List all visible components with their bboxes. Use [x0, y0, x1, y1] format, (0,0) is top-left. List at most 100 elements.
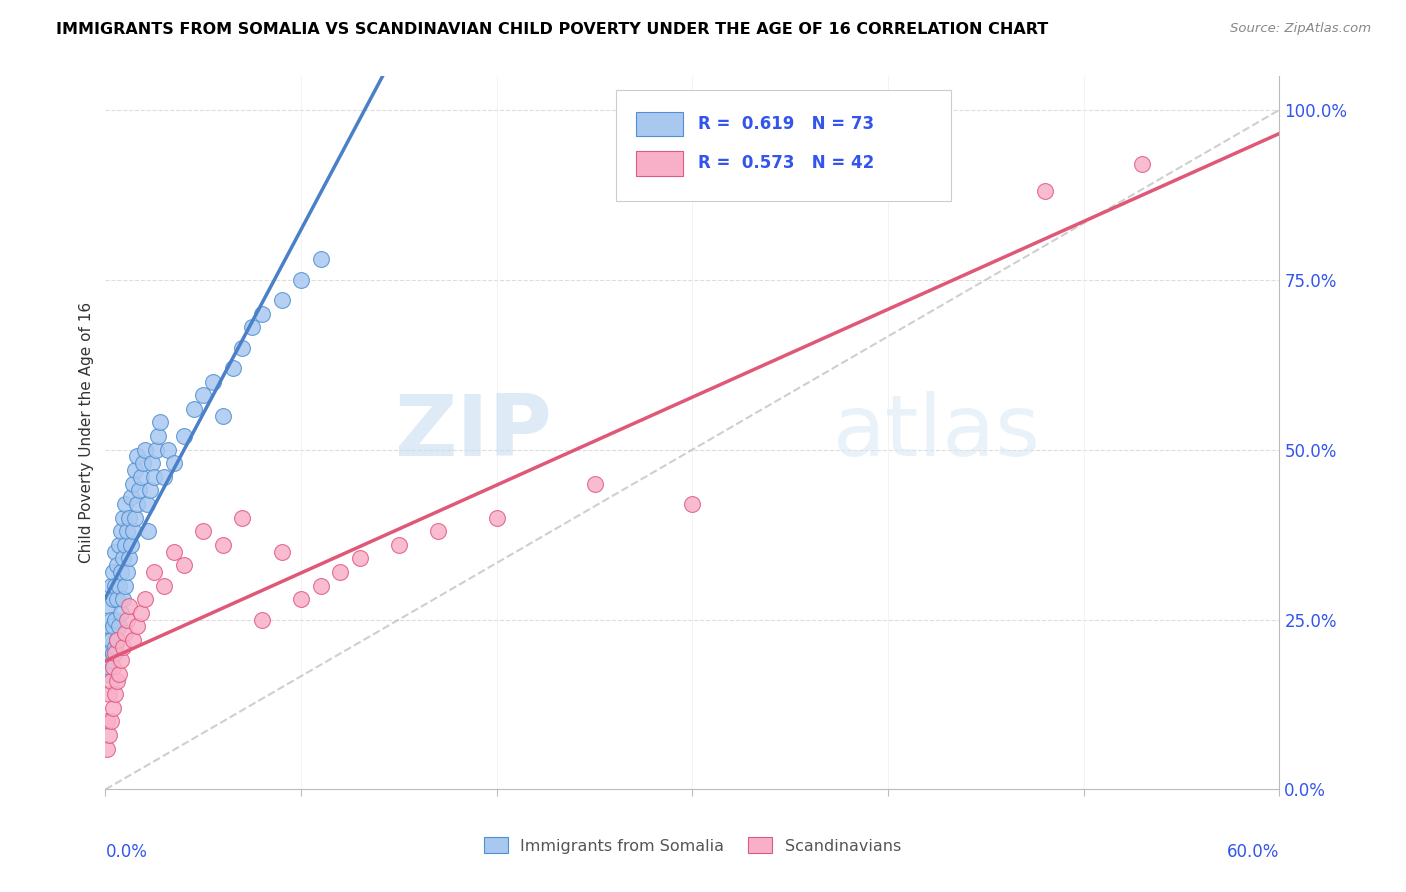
Point — [105, 632, 128, 647]
Point — [98, 619, 121, 633]
Point — [128, 483, 150, 498]
Point — [240, 320, 263, 334]
Point — [231, 341, 253, 355]
Point — [104, 640, 127, 654]
Point — [98, 728, 121, 742]
Point — [105, 673, 128, 688]
Point — [388, 538, 411, 552]
Point — [108, 666, 131, 681]
Point — [118, 551, 141, 566]
Point — [211, 538, 233, 552]
Point — [135, 497, 157, 511]
Point — [100, 653, 122, 667]
Point — [143, 470, 166, 484]
Point — [120, 538, 142, 552]
Point — [112, 640, 135, 654]
Point — [112, 510, 135, 524]
Point — [98, 599, 121, 613]
Point — [149, 416, 172, 430]
Point — [96, 632, 118, 647]
Point — [105, 558, 128, 573]
Point — [270, 293, 292, 307]
Point — [485, 510, 508, 524]
Point — [105, 632, 128, 647]
Point — [104, 687, 127, 701]
Point — [110, 565, 132, 579]
Point — [250, 613, 273, 627]
Point — [173, 558, 195, 573]
Point — [100, 632, 122, 647]
Bar — [636, 112, 683, 136]
Point — [110, 606, 132, 620]
Point — [193, 388, 215, 402]
Point — [125, 450, 148, 464]
Point — [103, 565, 125, 579]
Point — [153, 578, 176, 592]
Point — [104, 544, 127, 558]
Point — [108, 538, 131, 552]
Point — [114, 626, 136, 640]
Point — [115, 613, 138, 627]
Point — [250, 307, 273, 321]
Point — [681, 497, 703, 511]
Text: R =  0.619   N = 73: R = 0.619 N = 73 — [699, 115, 875, 133]
Point — [145, 442, 167, 457]
Point — [221, 361, 243, 376]
Point — [121, 524, 143, 538]
Y-axis label: Child Poverty Under the Age of 16: Child Poverty Under the Age of 16 — [79, 302, 94, 563]
Point — [121, 632, 143, 647]
Text: atlas: atlas — [834, 391, 1042, 475]
Point — [118, 599, 141, 613]
Point — [139, 483, 162, 498]
Point — [114, 578, 136, 592]
Point — [98, 687, 121, 701]
Text: Source: ZipAtlas.com: Source: ZipAtlas.com — [1230, 22, 1371, 36]
Point — [153, 470, 176, 484]
Point — [583, 476, 606, 491]
Point — [108, 619, 131, 633]
Point — [193, 524, 215, 538]
Point — [110, 653, 132, 667]
Point — [120, 490, 142, 504]
Point — [138, 524, 160, 538]
Text: 60.0%: 60.0% — [1227, 843, 1279, 861]
Point — [129, 606, 152, 620]
Point — [125, 619, 148, 633]
Point — [148, 429, 170, 443]
Point — [231, 510, 253, 524]
Point — [290, 273, 312, 287]
Point — [103, 647, 125, 661]
Point — [96, 741, 118, 756]
Point — [118, 510, 141, 524]
Point — [183, 401, 205, 416]
Point — [157, 442, 180, 457]
Point — [115, 565, 138, 579]
FancyBboxPatch shape — [616, 90, 950, 201]
Point — [114, 497, 136, 511]
Point — [103, 660, 125, 674]
Point — [115, 524, 138, 538]
Point — [103, 619, 125, 633]
Point — [309, 252, 332, 267]
Point — [100, 613, 122, 627]
Point — [103, 701, 125, 715]
Point — [290, 592, 312, 607]
Point — [143, 565, 166, 579]
Point — [427, 524, 450, 538]
Point — [173, 429, 195, 443]
Point — [134, 592, 156, 607]
Point — [100, 673, 122, 688]
Point — [96, 666, 118, 681]
Point — [163, 544, 186, 558]
Point — [129, 470, 152, 484]
Point — [112, 592, 135, 607]
Point — [211, 409, 233, 423]
Point — [329, 565, 352, 579]
Point — [98, 647, 121, 661]
Bar — [636, 152, 683, 176]
Point — [349, 551, 371, 566]
Point — [134, 442, 156, 457]
Point — [104, 647, 127, 661]
Text: R =  0.573   N = 42: R = 0.573 N = 42 — [699, 154, 875, 172]
Point — [96, 714, 118, 729]
